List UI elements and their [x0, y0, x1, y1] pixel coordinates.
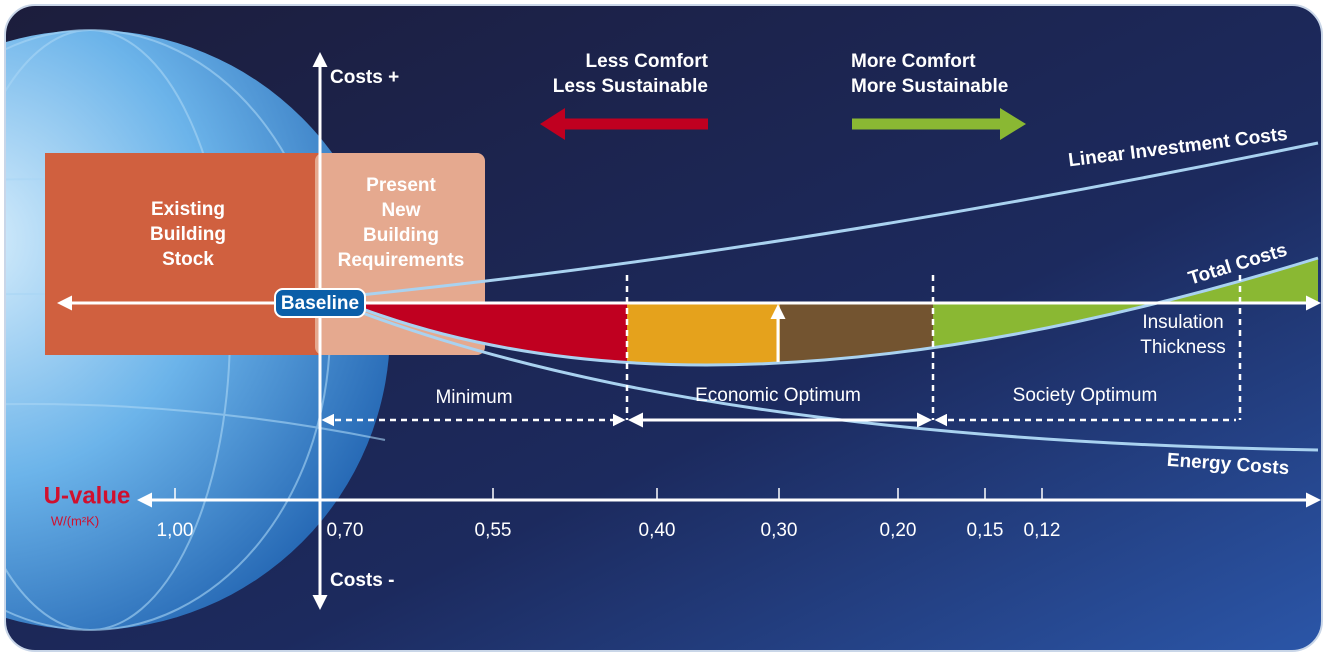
direction-right: More Comfort — [851, 51, 976, 72]
existing-label: Stock — [162, 249, 214, 270]
existing-label: Existing — [151, 199, 225, 220]
range-label: Economic Optimum — [695, 385, 861, 406]
range-label: Society Optimum — [1013, 385, 1158, 406]
direction-left: Less Sustainable — [553, 76, 708, 97]
baseline-label: Baseline — [281, 293, 359, 314]
u-ticks — [174, 488, 1043, 500]
existing-box — [45, 153, 325, 355]
baseline-pill — [274, 288, 366, 318]
direction-left: Less Comfort — [586, 51, 709, 72]
u-value-label: U-value — [44, 482, 131, 509]
axes — [57, 52, 1321, 610]
present-label: Building — [363, 225, 439, 246]
insulation-label: Insulation — [1142, 312, 1223, 333]
present-label: Present — [366, 175, 436, 196]
green-arrow-head — [1000, 108, 1026, 140]
present-label: New — [381, 200, 420, 221]
u-tick-label: 0,70 — [327, 520, 364, 541]
costs-down: Costs - — [330, 570, 394, 591]
u-tick-label: 0,20 — [880, 520, 917, 541]
insulation-label: Thickness — [1140, 337, 1226, 358]
u-tick-label: 0,12 — [1024, 520, 1061, 541]
u-tick-label: 0,55 — [475, 520, 512, 541]
cost-areas — [360, 258, 1318, 365]
existing-label: Building — [150, 224, 226, 245]
u-tick-label: 0,40 — [639, 520, 676, 541]
u-tick-label: 0,30 — [761, 520, 798, 541]
range-label: Minimum — [435, 387, 512, 408]
u-unit: W/(m²K) — [51, 513, 99, 528]
costs-up: Costs + — [330, 67, 399, 88]
u-tick-label: 1,00 — [157, 520, 194, 541]
red-arrow-head — [540, 108, 565, 140]
present-label: Requirements — [338, 250, 465, 271]
u-tick-label: 0,15 — [967, 520, 1004, 541]
direction-right: More Sustainable — [851, 76, 1008, 97]
